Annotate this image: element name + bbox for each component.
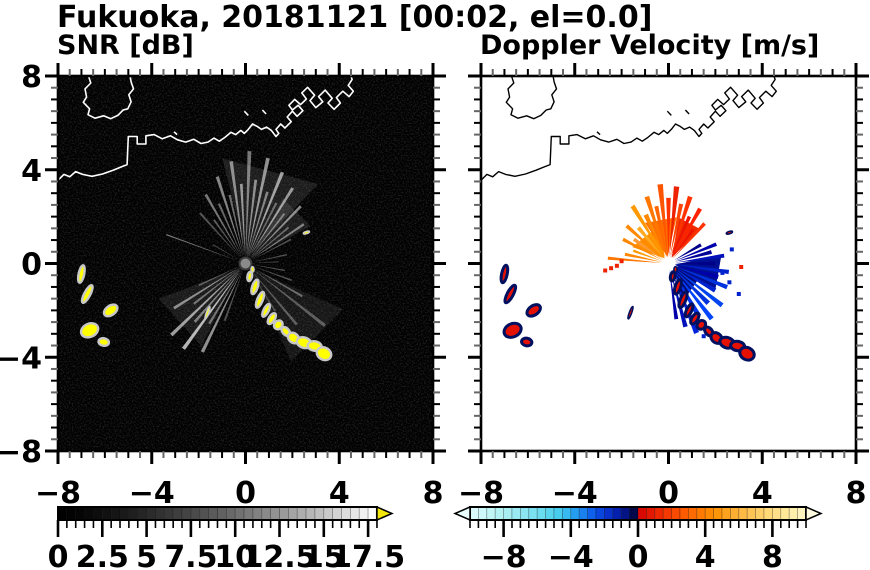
snr-echo-blobs: [76, 230, 333, 362]
x-tick-label: 8: [423, 476, 444, 511]
colorbar-tick-label: 17.5: [331, 540, 405, 570]
colorbar-tick-label: 5: [136, 540, 157, 570]
x-tick-label: 0: [658, 476, 679, 511]
colorbar-tick-label: 4: [695, 540, 716, 570]
y-tick-label: 0: [21, 248, 42, 283]
doppler-colorbar: −8 −4 0 4 8: [453, 505, 823, 570]
velocity-fan: [603, 184, 744, 339]
snr-plot: [58, 76, 433, 451]
doppler-axes: −8 −4 0 4 8: [458, 63, 869, 511]
x-tick-label: 4: [329, 476, 350, 511]
x-tick-label: −8: [35, 476, 81, 511]
x-tick-label: −8: [458, 476, 504, 511]
radar-center-marker: [663, 258, 674, 269]
x-tick-label: 8: [846, 476, 867, 511]
figure-title: Fukuoka, 20181121 [00:02, el=0.0]: [57, 0, 653, 35]
colorbar-tick-label: −8: [481, 540, 527, 570]
coastline: [481, 76, 777, 181]
radar-center-marker: [238, 256, 253, 271]
snr-axes: −8 −4 0 4 8 8 4 0 −4 −8: [0, 60, 446, 511]
colorbar-tick-label: −4: [548, 540, 594, 570]
velocity-echo-blobs: [499, 230, 756, 362]
colorbar-tick-label: 0: [628, 540, 649, 570]
colorbar-tick-label: 2.5: [76, 540, 129, 570]
x-tick-label: −4: [552, 476, 598, 511]
y-tick-label: 8: [21, 60, 42, 95]
colorbar-tick-label: 7.5: [164, 540, 217, 570]
coastline: [58, 76, 355, 181]
snr-radial-streaks: [158, 151, 344, 362]
colorbar-tick-label: 15: [303, 540, 345, 570]
colorbar-tick-label: 8: [762, 540, 783, 570]
x-tick-label: 4: [752, 476, 773, 511]
y-tick-label: −8: [0, 435, 42, 470]
colorbar-tick-label: 12.5: [242, 540, 316, 570]
snr-panel-title: SNR [dB]: [57, 30, 194, 61]
x-tick-label: −4: [129, 476, 175, 511]
y-tick-label: 4: [21, 154, 42, 189]
doppler-plot: [481, 76, 856, 451]
y-tick-label: −4: [0, 341, 42, 376]
colorbar-tick-label: 10: [214, 540, 256, 570]
doppler-panel-title: Doppler Velocity [m/s]: [480, 30, 820, 61]
x-tick-label: 0: [235, 476, 256, 511]
colorbar-tick-label: 0: [48, 540, 69, 570]
